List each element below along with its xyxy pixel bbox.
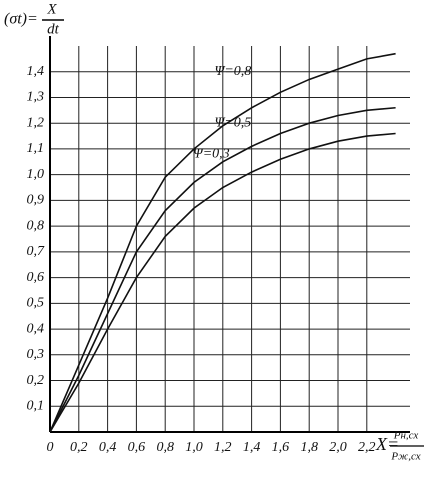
x-axis-label: Pн,сх bbox=[393, 430, 419, 442]
x-axis-label: X= bbox=[375, 434, 399, 454]
curve-label: Ψ=0,3 bbox=[193, 146, 230, 161]
x-tick-label: 0,6 bbox=[128, 440, 146, 455]
x-axis-label: Pж,сх bbox=[390, 451, 420, 463]
y-tick-label: 1,4 bbox=[27, 64, 45, 79]
y-tick-label: 0,1 bbox=[27, 398, 45, 413]
x-tick-label: 1,4 bbox=[243, 440, 261, 455]
y-tick-label: 0,7 bbox=[27, 244, 46, 259]
y-tick-label: 0,9 bbox=[27, 193, 45, 208]
x-tick-label: 2,2 bbox=[358, 440, 376, 455]
y-tick-label: 1,1 bbox=[27, 141, 45, 156]
y-axis-label: X bbox=[46, 1, 57, 17]
series-line bbox=[49, 106, 396, 433]
x-tick-label: 1,2 bbox=[214, 440, 232, 455]
y-tick-label: 1,0 bbox=[27, 167, 45, 182]
x-tick-label: 0,8 bbox=[156, 440, 174, 455]
y-tick-label: 0,2 bbox=[27, 373, 45, 388]
x-tick-label: 0,4 bbox=[99, 440, 117, 455]
x-tick-label: 1,0 bbox=[185, 440, 203, 455]
y-tick-label: 0,5 bbox=[27, 296, 45, 311]
y-tick-label: 0,6 bbox=[27, 270, 45, 285]
y-tick-label: 0,4 bbox=[27, 321, 45, 336]
x-tick-label: 0,2 bbox=[70, 440, 88, 455]
y-tick-label: 0,3 bbox=[27, 347, 45, 362]
x-tick-label: 2,0 bbox=[329, 440, 347, 455]
y-tick-label: 1,3 bbox=[27, 90, 45, 105]
x-tick-label: 0 bbox=[47, 440, 54, 455]
y-axis-label: (σt)= bbox=[4, 11, 38, 28]
curve-label: Ψ=0,8 bbox=[214, 64, 251, 79]
y-tick-label: 1,2 bbox=[27, 115, 45, 130]
x-tick-label: 1,8 bbox=[300, 440, 318, 455]
y-tick-label: 0,8 bbox=[27, 218, 45, 233]
curve-label: Ψ=0,5 bbox=[214, 115, 251, 130]
x-tick-label: 1,6 bbox=[272, 440, 290, 455]
y-axis-label: dt bbox=[47, 21, 60, 37]
series-line bbox=[49, 52, 396, 433]
series-line bbox=[49, 132, 396, 433]
